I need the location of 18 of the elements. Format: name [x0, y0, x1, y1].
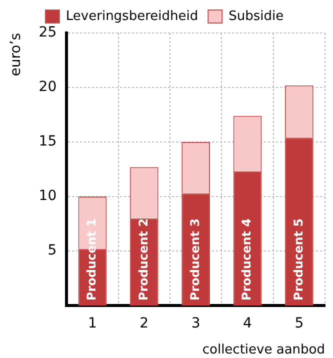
x-tick-label: 3: [191, 316, 200, 332]
annotation: Producent 2: [136, 218, 150, 301]
x-tick-label: 5: [294, 316, 304, 332]
y-tick-label: 15: [38, 134, 57, 150]
x-tick-label: 1: [88, 316, 97, 332]
y-tick-label: 20: [38, 79, 57, 96]
annotation: Producent 3: [188, 218, 202, 301]
y-tick-label: 25: [38, 24, 57, 41]
legend-label: Subsidie: [228, 8, 284, 24]
y-axis-title: euro’s: [8, 33, 24, 76]
x-axis-title: collectieve aanbod: [202, 342, 325, 358]
annotation: Producent 5: [291, 218, 306, 301]
y-tick-label: 10: [38, 188, 57, 204]
legend-label: Leveringsbereidheid: [66, 8, 198, 24]
x-tick-label: 4: [243, 316, 252, 332]
annotation: Producent 4: [240, 218, 254, 301]
x-tick-label: 2: [140, 316, 149, 332]
y-tick-label: 5: [48, 242, 57, 259]
